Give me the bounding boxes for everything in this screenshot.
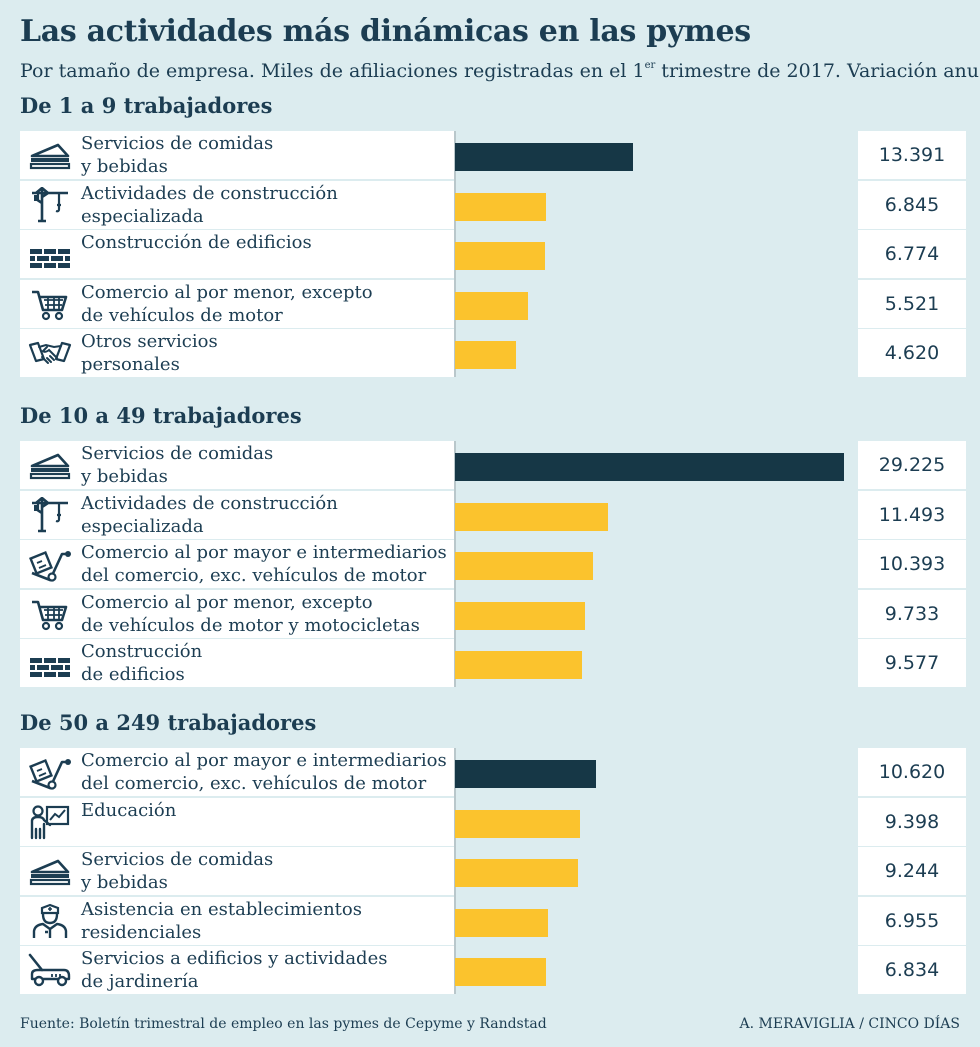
source-note: Fuente: Boletín trimestral de empleo en … — [20, 1016, 547, 1032]
crane-icon — [28, 496, 72, 533]
credit: A. MERAVIGLIA / CINCO DÍAS — [739, 1016, 961, 1032]
category-label: Comercio al por mayor e intermediarios d… — [81, 542, 447, 586]
value-label: 10.393 — [858, 540, 966, 588]
sandwich-icon — [28, 447, 72, 483]
value-label: 13.391 — [858, 131, 966, 179]
category-label: Comercio al por menor, excepto de vehícu… — [81, 282, 373, 326]
sandwich-icon — [28, 137, 72, 173]
sandwich-icon — [28, 853, 72, 889]
category-label-row: Actividades de construcción especializad… — [20, 491, 454, 539]
category-label: Construcción de edificios — [81, 232, 312, 253]
bar — [455, 859, 578, 887]
hand-truck-icon — [28, 546, 72, 582]
chart-title: Las actividades más dinámicas en las pym… — [20, 14, 751, 49]
category-label: Construcción de edificios — [81, 641, 203, 685]
bar — [455, 193, 546, 221]
hand-truck-icon — [28, 754, 72, 790]
value-label: 6.845 — [858, 181, 966, 229]
bar — [455, 909, 548, 937]
cart-icon — [28, 286, 72, 322]
value-label: 10.620 — [858, 748, 966, 796]
category-label: Servicios a edificios y actividades de j… — [81, 948, 388, 992]
bar — [455, 552, 593, 580]
value-label: 9.398 — [858, 798, 966, 846]
bar — [455, 453, 844, 481]
category-label: Servicios de comidas y bebidas — [81, 133, 274, 177]
category-label-row: Comercio al por menor, excepto de vehícu… — [20, 280, 454, 328]
value-label: 11.493 — [858, 491, 966, 539]
section-title: De 10 a 49 trabajadores — [20, 403, 302, 428]
category-label-row: Asistencia en establecimientos residenci… — [20, 897, 454, 945]
chart-subtitle: Por tamaño de empresa. Miles de afiliaci… — [20, 60, 980, 82]
value-label: 9.577 — [858, 639, 966, 687]
bar — [455, 760, 596, 788]
category-label: Servicios de comidas y bebidas — [81, 443, 274, 487]
bar — [455, 651, 582, 679]
bricks-icon — [28, 236, 72, 272]
category-label-row: Construcción de edificios — [20, 639, 454, 687]
value-label: 4.620 — [858, 329, 966, 377]
category-label: Educación — [81, 800, 177, 821]
bar — [455, 143, 633, 171]
subtitle-superscript: er — [644, 60, 656, 71]
value-label: 9.244 — [858, 847, 966, 895]
section-title: De 50 a 249 trabajadores — [20, 710, 317, 735]
category-label-row: Comercio al por mayor e intermediarios d… — [20, 748, 454, 796]
teacher-icon — [28, 804, 72, 840]
subtitle-text-end: trimestre de 2017. Variación anual — [655, 60, 980, 82]
bar — [455, 602, 585, 630]
handshake-icon — [28, 335, 72, 371]
value-label: 29.225 — [858, 441, 966, 489]
category-label-row: Servicios de comidas y bebidas — [20, 131, 454, 179]
value-label: 6.955 — [858, 897, 966, 945]
value-label: 5.521 — [858, 280, 966, 328]
value-label: 6.834 — [858, 946, 966, 994]
category-label-row: Servicios a edificios y actividades de j… — [20, 946, 454, 994]
bar — [455, 292, 528, 320]
bar — [455, 341, 516, 369]
category-label-row: Educación — [20, 798, 454, 846]
category-label-row: Actividades de construcción especializad… — [20, 181, 454, 229]
section-title: De 1 a 9 trabajadores — [20, 93, 273, 118]
bricks-icon — [28, 645, 72, 681]
category-label: Actividades de construcción especializad… — [81, 493, 338, 537]
category-label-row: Construcción de edificios — [20, 230, 454, 278]
bar — [455, 503, 608, 531]
category-label-row: Comercio al por mayor e intermediarios d… — [20, 540, 454, 588]
bar — [455, 242, 545, 270]
category-label-row: Otros servicios personales — [20, 329, 454, 377]
bar — [455, 810, 580, 838]
lawnmower-icon — [28, 952, 72, 988]
category-label: Comercio al por mayor e intermediarios d… — [81, 750, 447, 794]
bar — [455, 958, 546, 986]
category-label: Asistencia en establecimientos residenci… — [81, 899, 362, 943]
crane-icon — [28, 186, 72, 223]
value-label: 9.733 — [858, 590, 966, 638]
category-label-row: Servicios de comidas y bebidas — [20, 847, 454, 895]
category-label: Actividades de construcción especializad… — [81, 183, 338, 227]
category-label-row: Servicios de comidas y bebidas — [20, 441, 454, 489]
nurse-icon — [28, 903, 72, 939]
category-label-row: Comercio al por menor, excepto de vehícu… — [20, 590, 454, 638]
category-label: Otros servicios personales — [81, 331, 218, 375]
value-label: 6.774 — [858, 230, 966, 278]
category-label: Servicios de comidas y bebidas — [81, 849, 274, 893]
subtitle-text: Por tamaño de empresa. Miles de afiliaci… — [20, 60, 645, 82]
category-label: Comercio al por menor, excepto de vehícu… — [81, 592, 420, 636]
cart-icon — [28, 596, 72, 632]
